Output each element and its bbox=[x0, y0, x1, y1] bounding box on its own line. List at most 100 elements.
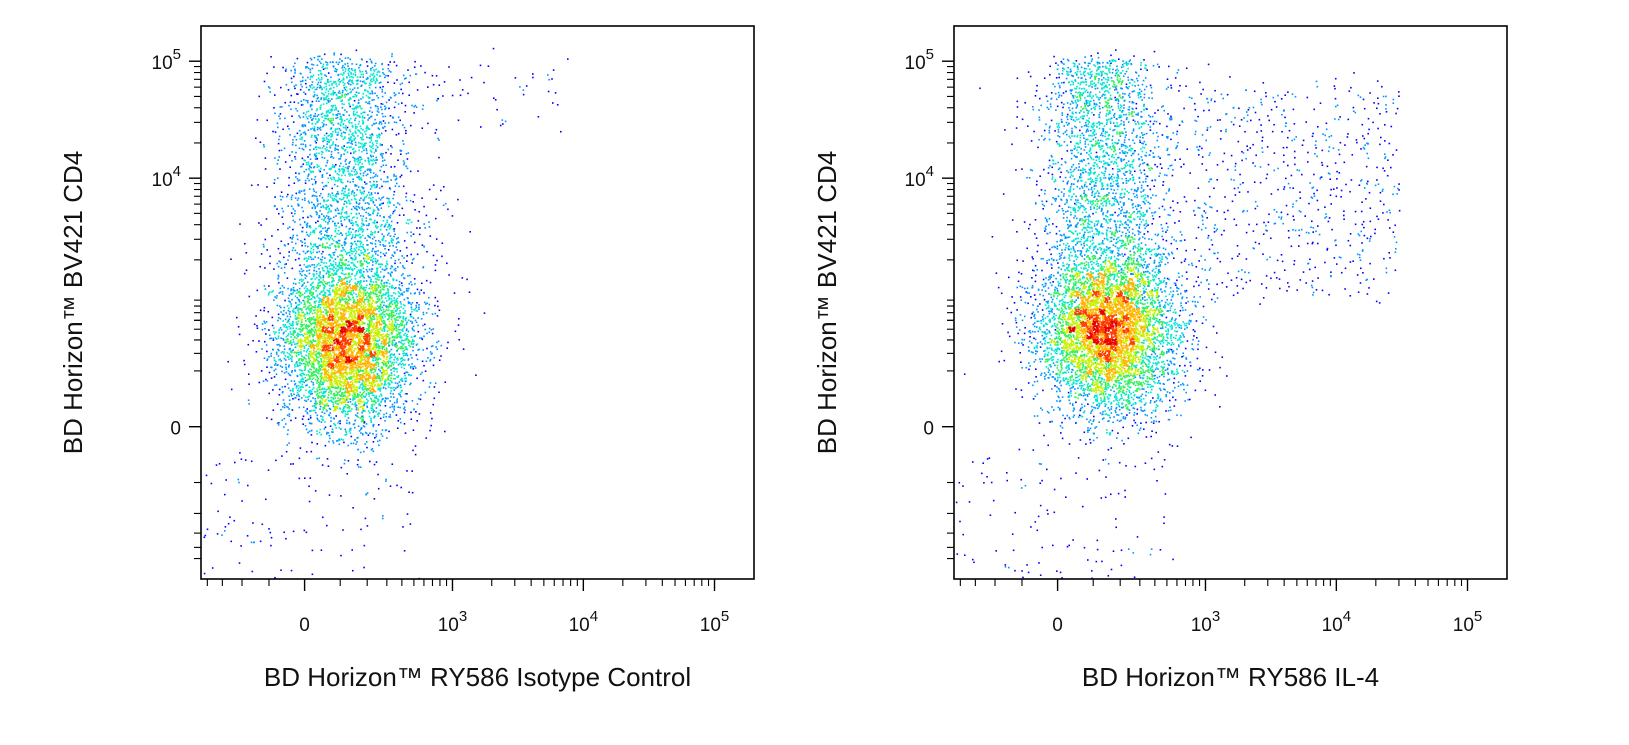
event-dot bbox=[370, 371, 373, 374]
event-dot bbox=[329, 310, 332, 312]
event-dot bbox=[403, 343, 405, 345]
event-dot bbox=[344, 351, 347, 354]
event-dot bbox=[303, 345, 306, 348]
event-dot bbox=[367, 384, 369, 387]
event-dot bbox=[321, 402, 323, 405]
event-dot bbox=[397, 427, 399, 429]
event-dot bbox=[328, 284, 331, 287]
event-dot bbox=[377, 363, 380, 366]
event-dot bbox=[320, 358, 322, 360]
event-dot bbox=[367, 343, 370, 346]
event-dot bbox=[351, 294, 353, 296]
event-dot bbox=[328, 386, 330, 389]
event-dot bbox=[389, 383, 391, 385]
event-dot bbox=[369, 369, 372, 372]
event-dot bbox=[303, 350, 305, 352]
event-dot bbox=[282, 324, 284, 326]
event-dot bbox=[405, 400, 408, 403]
event-dot bbox=[339, 395, 342, 397]
event-dot bbox=[428, 303, 431, 306]
event-dot bbox=[301, 345, 304, 348]
event-dot bbox=[392, 326, 395, 328]
event-dot bbox=[353, 340, 356, 343]
event-dot bbox=[381, 340, 383, 343]
event-dot bbox=[384, 362, 387, 365]
event-dot bbox=[381, 354, 384, 356]
event-dot bbox=[358, 394, 360, 396]
event-dot bbox=[309, 311, 311, 313]
event-dot bbox=[367, 374, 370, 377]
event-dot bbox=[313, 367, 316, 369]
event-dot bbox=[391, 353, 393, 355]
event-dot bbox=[309, 356, 312, 358]
event-dot bbox=[264, 322, 266, 324]
event-dot bbox=[303, 323, 305, 326]
event-dot bbox=[380, 297, 383, 300]
event-dot bbox=[348, 284, 351, 286]
event-dot bbox=[252, 339, 254, 342]
event-dot bbox=[355, 244, 358, 246]
event-dot bbox=[344, 405, 347, 408]
event-dot bbox=[364, 367, 367, 370]
event-dot bbox=[317, 369, 320, 372]
event-dot bbox=[369, 368, 372, 371]
event-dot bbox=[377, 365, 380, 367]
event-dot bbox=[381, 336, 384, 338]
event-dot bbox=[362, 400, 365, 403]
event-dot bbox=[407, 275, 409, 277]
event-dot bbox=[372, 375, 375, 378]
event-dot bbox=[393, 292, 395, 294]
event-dot bbox=[398, 347, 400, 349]
event-dot bbox=[396, 358, 398, 360]
event-dot bbox=[377, 424, 380, 426]
event-dot bbox=[322, 323, 324, 325]
event-dot bbox=[323, 346, 326, 348]
event-dot bbox=[347, 251, 349, 254]
event-dot bbox=[379, 380, 381, 382]
event-dot bbox=[350, 268, 353, 271]
event-dot bbox=[297, 322, 299, 325]
event-dot bbox=[343, 249, 346, 251]
event-dot bbox=[346, 357, 349, 359]
event-dot bbox=[329, 351, 331, 354]
event-dot bbox=[383, 310, 385, 313]
event-dot bbox=[338, 335, 341, 338]
event-dot bbox=[328, 330, 331, 332]
event-dot bbox=[289, 301, 291, 303]
event-dot bbox=[462, 348, 465, 350]
event-dot bbox=[360, 353, 363, 355]
event-dot bbox=[283, 406, 286, 409]
event-dot bbox=[290, 393, 292, 395]
event-dot bbox=[359, 366, 361, 369]
event-dot bbox=[302, 386, 304, 388]
event-dot bbox=[354, 301, 357, 304]
event-dot bbox=[404, 374, 406, 377]
event-dot bbox=[364, 364, 367, 367]
event-dot bbox=[344, 263, 347, 265]
event-dot bbox=[377, 374, 379, 377]
event-dot bbox=[338, 394, 341, 396]
event-dot bbox=[359, 384, 362, 386]
event-dot bbox=[370, 304, 373, 306]
event-dot bbox=[324, 338, 327, 341]
event-dot bbox=[329, 408, 332, 410]
event-dot bbox=[374, 357, 377, 359]
event-dot bbox=[306, 412, 309, 415]
event-dot bbox=[336, 376, 339, 379]
event-dot bbox=[264, 340, 266, 343]
event-dot bbox=[238, 333, 241, 336]
event-dot bbox=[377, 413, 379, 415]
event-dot bbox=[340, 353, 342, 355]
event-dot bbox=[342, 374, 344, 376]
event-dot bbox=[363, 358, 366, 361]
event-dot bbox=[319, 355, 321, 357]
event-dot bbox=[329, 359, 331, 361]
event-dot bbox=[352, 290, 354, 292]
event-dot bbox=[385, 369, 387, 372]
event-dot bbox=[320, 372, 322, 375]
event-dot bbox=[274, 362, 277, 365]
event-dot bbox=[365, 375, 368, 377]
event-dot bbox=[290, 305, 293, 308]
event-dot bbox=[383, 304, 385, 307]
event-dot bbox=[328, 347, 330, 350]
